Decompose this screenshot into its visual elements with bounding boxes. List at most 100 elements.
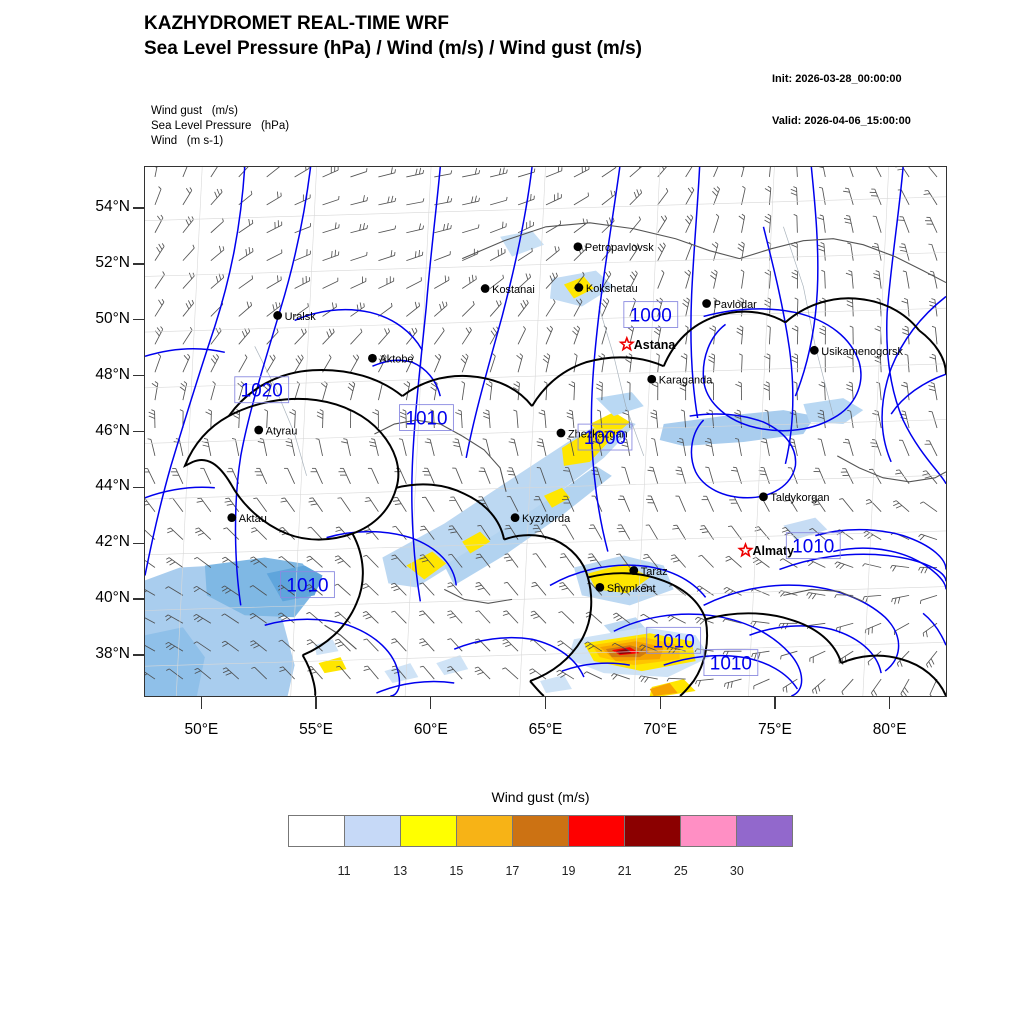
city-label: Aktau <box>239 513 267 525</box>
isobar-label-text: 1010 <box>405 409 447 430</box>
city-dot-icon <box>227 513 237 523</box>
colorbar-tick-label: 13 <box>393 864 408 878</box>
longitude-tick-label: 80°E <box>872 721 907 738</box>
city-marker-atyrau[interactable]: Atyrau <box>254 425 297 437</box>
city-label: Astana <box>634 338 676 352</box>
city-marker-aktobe[interactable]: Aktobe <box>368 354 414 366</box>
city-marker-karaganda[interactable]: Karaganda <box>647 375 713 387</box>
city-label: Kostanai <box>492 284 535 296</box>
longitude-tick-label: 55°E <box>299 721 333 738</box>
city-dot-icon <box>273 311 283 320</box>
init-time: Init: 2026-03-28_00:00:00 <box>772 73 902 85</box>
city-label: Karaganda <box>659 375 714 387</box>
city-marker-taldykorgan[interactable]: Taldykorgan <box>759 492 830 504</box>
city-dot-icon <box>647 374 657 384</box>
city-markers: Petropavlovsk Kostanai Kokshetau Pavlodar Ur… <box>227 242 903 595</box>
longitude-tick-mark <box>774 697 776 709</box>
colorbar[interactable] <box>288 815 793 847</box>
city-dot-icon <box>702 299 711 308</box>
latitude-tick-label: 40°N <box>95 589 130 607</box>
weather-map[interactable]: Petropavlovsk Kostanai Kokshetau Pavlodar Ur… <box>144 166 947 697</box>
city-marker-uralsk[interactable]: Uralsk <box>273 311 316 323</box>
latitude-tick-label: 50°N <box>95 309 130 327</box>
colorbar-segment-5[interactable] <box>569 816 625 846</box>
colorbar-segment-7[interactable] <box>681 816 737 846</box>
city-marker-kyzylorda[interactable]: Kyzylorda <box>510 513 571 525</box>
longitude-tick-label: 70°E <box>643 721 678 738</box>
isobar-label-text: 1010 <box>792 537 834 558</box>
longitude-tick-mark <box>888 697 891 709</box>
isobar-label: 1000 <box>623 301 679 328</box>
isobar-label: 1010 <box>280 571 335 599</box>
latitude-tick-mark <box>133 654 145 656</box>
isobar-label-text: 1000 <box>630 306 672 327</box>
city-label: Almaty <box>752 544 794 558</box>
city-marker-kokshetau[interactable]: Kokshetau <box>574 283 638 295</box>
latitude-tick-mark <box>133 319 145 321</box>
latitude-tick-mark <box>133 430 145 433</box>
latitude-tick-label: 54°N <box>95 197 130 215</box>
colorbar-segment-3[interactable] <box>457 816 513 846</box>
city-marker-astana[interactable]: Astana <box>618 335 676 352</box>
latitude-tick-label: 42°N <box>95 533 130 551</box>
city-dot-icon <box>368 353 377 363</box>
colorbar-tick-label: 21 <box>617 864 632 878</box>
city-label: Pavlodar <box>714 299 758 311</box>
longitude-tick-label: 50°E <box>184 721 219 738</box>
city-dot-icon <box>809 345 819 355</box>
colorbar-tick-label: 30 <box>729 864 744 878</box>
city-marker-pavlodar[interactable]: Pavlodar <box>702 299 757 311</box>
city-marker-petropavlovsk[interactable]: Petropavlovsk <box>573 242 655 254</box>
city-marker-almaty[interactable]: Almaty <box>737 541 794 558</box>
city-marker-aktau[interactable]: Aktau <box>227 513 267 525</box>
map-canvas: Petropavlovsk Kostanai Kokshetau Pavlodar Ur… <box>145 167 946 696</box>
latitude-tick-label: 52°N <box>95 253 130 271</box>
isobar-label: 1010 <box>703 649 759 676</box>
city-label: Kyzylorda <box>522 513 571 525</box>
latitude-tick-label: 48°N <box>95 365 130 383</box>
city-dot-icon <box>759 492 768 502</box>
colorbar-segment-0[interactable] <box>289 816 345 846</box>
city-label: Shymkent <box>607 583 656 595</box>
field-legend-windgust: Wind gust (m/s) <box>151 105 238 117</box>
latitude-tick-label: 44°N <box>95 477 130 495</box>
longitude-tick-label: 65°E <box>528 721 563 738</box>
field-legend: Wind gust (m/s) Sea Level Pressure (hPa)… <box>151 104 289 149</box>
page-title: KAZHYDROMET REAL-TIME WRF <box>144 13 450 34</box>
city-label: Taldykorgan <box>770 492 829 504</box>
latitude-tick-label: 46°N <box>95 421 130 439</box>
city-marker-zhezkazgan[interactable]: Zhezkazgan <box>556 428 628 440</box>
isobar-labels: 1020 1010 1010 1000 1000 1010 1010 1010 <box>234 301 841 676</box>
city-marker-taraz[interactable]: Taraz <box>629 566 668 578</box>
city-marker-kostanai[interactable]: Kostanai <box>480 284 535 296</box>
city-label: Taraz <box>641 566 668 578</box>
city-marker-shymkent[interactable]: Shymkent <box>595 583 656 595</box>
field-legend-slp: Sea Level Pressure (hPa) <box>151 120 290 132</box>
longitude-tick-mark <box>315 697 317 709</box>
longitude-tick-label: 60°E <box>413 721 448 738</box>
city-dot-icon <box>573 242 583 252</box>
longitude-tick-mark <box>544 697 547 709</box>
colorbar-segment-4[interactable] <box>513 816 569 846</box>
latitude-tick-mark <box>133 374 145 377</box>
city-dot-icon <box>629 566 639 575</box>
city-label: Aktobe <box>379 354 413 366</box>
city-marker-ust-kamenogorsk[interactable]: Usikamenogorsk <box>809 345 904 358</box>
city-label: Petropavlovsk <box>585 242 654 254</box>
colorbar-segment-2[interactable] <box>401 816 457 846</box>
city-label: Zhezkazgan <box>568 428 628 440</box>
colorbar-segment-6[interactable] <box>625 816 681 846</box>
city-dot-icon <box>556 428 566 438</box>
colorbar-segment-1[interactable] <box>345 816 401 846</box>
colorbar-title: Wind gust (m/s) <box>491 789 590 805</box>
isobar-label-text: 1020 <box>241 381 283 402</box>
city-dot-icon <box>480 284 490 293</box>
capital-star-icon <box>618 335 636 352</box>
latitude-tick-mark <box>133 207 145 209</box>
city-label: Uralsk <box>285 311 317 323</box>
colorbar-segment-8[interactable] <box>737 816 792 846</box>
capital-star-icon <box>737 541 754 558</box>
latitude-tick-label: 38°N <box>95 645 130 663</box>
city-dot-icon <box>510 513 520 523</box>
longitude-tick-mark <box>659 697 661 709</box>
